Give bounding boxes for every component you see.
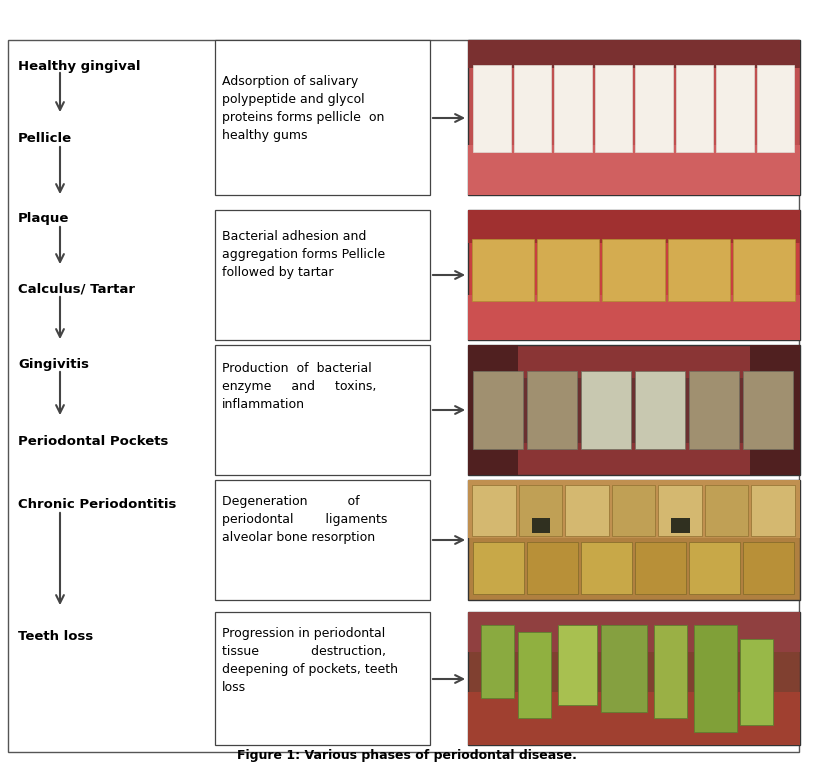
Bar (518, 632, 551, 718)
Bar (743, 542, 794, 594)
Bar (473, 542, 524, 594)
Bar (473, 65, 510, 152)
Bar (468, 345, 518, 475)
Bar (676, 65, 713, 152)
Bar (602, 239, 664, 301)
Text: Degeneration          of
periodontal        ligaments
alveolar bone resorption: Degeneration of periodontal ligaments al… (222, 495, 387, 544)
Bar (672, 518, 689, 533)
Bar (743, 371, 793, 449)
Bar (594, 65, 632, 152)
Bar (740, 638, 773, 725)
Bar (565, 485, 609, 537)
Text: Gingivitis: Gingivitis (18, 358, 89, 371)
Bar (751, 485, 795, 537)
Bar (750, 345, 800, 475)
Bar (215, 40, 430, 195)
Bar (531, 518, 550, 533)
Bar (635, 371, 685, 449)
Bar (468, 612, 800, 652)
Bar (581, 371, 631, 449)
Text: Adsorption of salivary
polypeptide and glycol
proteins forms pellicle  on
health: Adsorption of salivary polypeptide and g… (222, 75, 385, 142)
Bar (472, 485, 516, 537)
Bar (468, 691, 800, 745)
Bar (581, 542, 632, 594)
Bar (468, 294, 800, 340)
Bar (554, 65, 592, 152)
Bar (518, 485, 562, 537)
Bar (468, 210, 800, 340)
Text: Chronic Periodontitis: Chronic Periodontitis (18, 498, 176, 511)
Text: Teeth loss: Teeth loss (18, 630, 93, 643)
Bar (513, 65, 551, 152)
Bar (215, 345, 430, 475)
Bar (468, 146, 800, 195)
Bar (215, 612, 430, 745)
Text: Production  of  bacterial
enzyme     and     toxins,
inflammation: Production of bacterial enzyme and toxin… (222, 362, 377, 411)
Text: Progression in periodontal
tissue             destruction,
deepening of pockets,: Progression in periodontal tissue destru… (222, 627, 398, 694)
Text: Plaque: Plaque (18, 212, 69, 225)
Bar (635, 542, 686, 594)
Bar (557, 625, 597, 705)
Bar (527, 542, 578, 594)
Text: Bacterial adhesion and
aggregation forms Pellicle
followed by tartar: Bacterial adhesion and aggregation forms… (222, 230, 385, 279)
Bar (635, 65, 672, 152)
Bar (733, 239, 795, 301)
Text: Pellicle: Pellicle (18, 132, 72, 145)
Bar (612, 485, 655, 537)
Bar (468, 377, 800, 443)
Bar (659, 485, 702, 537)
Bar (215, 210, 430, 340)
Bar (472, 239, 534, 301)
Bar (601, 625, 647, 711)
Bar (689, 371, 739, 449)
Bar (705, 485, 748, 537)
Bar (468, 345, 800, 475)
Bar (473, 371, 523, 449)
Bar (756, 65, 794, 152)
Bar (527, 371, 577, 449)
Bar (468, 612, 800, 745)
Bar (468, 480, 800, 537)
Bar (654, 625, 687, 718)
Text: Figure 1: Various phases of periodontal disease.: Figure 1: Various phases of periodontal … (237, 749, 577, 762)
Text: Calculus/ Tartar: Calculus/ Tartar (18, 282, 135, 295)
Bar (689, 542, 740, 594)
Text: Periodontal Pockets: Periodontal Pockets (18, 435, 169, 448)
Bar (468, 40, 800, 195)
Bar (482, 625, 514, 698)
Bar (694, 625, 737, 731)
Bar (468, 210, 800, 243)
Bar (716, 65, 754, 152)
Bar (667, 239, 729, 301)
Bar (537, 239, 599, 301)
Bar (215, 480, 430, 600)
Bar (468, 40, 800, 68)
Text: Healthy gingival: Healthy gingival (18, 60, 140, 73)
Bar (468, 480, 800, 600)
